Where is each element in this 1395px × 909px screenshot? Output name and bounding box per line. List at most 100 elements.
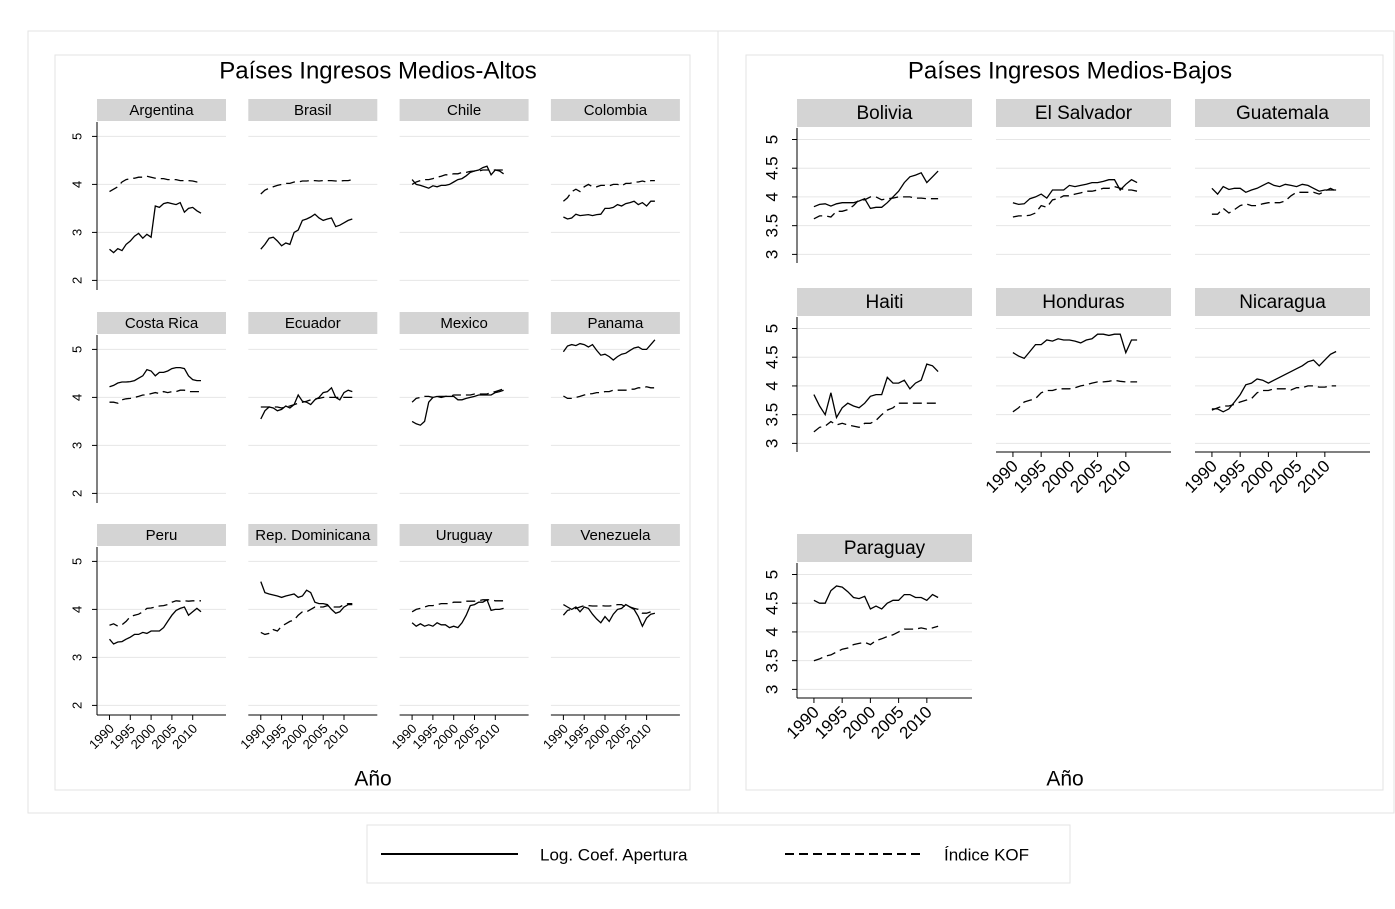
series-line [109,606,202,645]
y-tick-label: 2 [69,702,84,709]
y-tick-label: 5 [762,135,781,144]
series-line [562,339,656,361]
y-tick-label: 3 [762,439,781,448]
series-line [1012,178,1138,206]
y-tick-label: 4 [762,381,781,390]
series-line [109,600,201,627]
panel-title: Nicaragua [1239,292,1326,313]
panel-strip [996,99,1171,127]
series-line [260,386,353,420]
panel-title: Brasil [294,102,332,119]
panel-title: Panama [587,315,644,332]
series-line [1012,333,1138,360]
y-tick-label: 4 [762,627,781,636]
panel-strip [97,524,226,546]
y-tick-label: 4.5 [762,156,781,180]
series-line [411,165,504,189]
panel-title: Costa Rica [125,315,199,332]
panel-strip [550,312,680,334]
y-tick-label: 5 [69,346,84,353]
series-line [411,599,504,613]
x-axis-label: Año [354,768,391,791]
series-line [813,402,939,433]
series-line [1211,181,1337,196]
y-tick-label: 3 [69,442,84,449]
series-line [562,179,655,202]
panel-title: Venezuela [580,527,651,544]
panel-strip [797,99,972,127]
series-line [563,200,655,220]
panel-strip [550,524,680,546]
series-line [260,581,353,614]
series-line [109,201,202,254]
right-outer-frame [717,30,1395,814]
panel-title: Chile [447,102,481,119]
series-line [109,389,201,404]
panel-title: Colombia [584,102,648,119]
left-inner-frame [54,54,691,791]
panel-strip [399,99,529,121]
series-line [1012,185,1138,218]
series-line [562,603,655,616]
legend-label: Índice KOF [944,845,1029,864]
y-tick-label: 5 [69,133,84,140]
panel-strip [248,524,378,546]
y-tick-label: 2 [69,277,84,284]
y-tick-label: 4 [762,192,781,201]
panel-strip [248,99,378,121]
series-line [563,603,656,628]
panel-strip [1195,288,1370,316]
panel-title: Honduras [1042,292,1124,313]
series-line [109,175,201,193]
y-tick-label: 4.5 [762,345,781,369]
y-tick-label: 4 [69,606,84,613]
series-line [411,389,504,426]
y-tick-label: 3.5 [762,403,781,427]
y-tick-label: 2 [69,490,84,497]
series-line [813,585,939,610]
panel-strip [1195,99,1370,127]
panel-strip [797,534,972,562]
y-tick-label: 3 [69,654,84,661]
panel-strip [248,312,378,334]
series-line [260,178,353,195]
panel-title: Paraguay [844,538,926,559]
panel-title: Haiti [865,292,903,313]
y-tick-label: 5 [762,324,781,333]
series-line [1211,187,1337,215]
panel-title: Argentina [129,102,194,119]
panel-strip [97,312,226,334]
y-tick-label: 3 [762,685,781,694]
y-tick-label: 5 [762,570,781,579]
y-tick-label: 4 [69,394,84,401]
series-line [813,363,939,420]
x-axis-label: Año [1046,768,1083,791]
series-line [813,625,939,662]
panel-strip [550,99,680,121]
y-tick-label: 3 [762,250,781,259]
series-line [563,386,655,400]
series-line [109,366,201,388]
panel-title: El Salvador [1035,103,1133,124]
panel-strip [97,99,226,121]
series-line [260,213,353,250]
series-line [813,196,939,220]
series-line [1211,385,1337,411]
y-tick-label: 4.5 [762,591,781,615]
panel-title: Peru [146,527,178,544]
panel-title: Bolivia [857,103,913,124]
series-line [411,388,504,403]
y-tick-label: 4 [69,181,84,188]
panel-strip [399,312,529,334]
panel-strip [399,524,529,546]
panel-title: Rep. Dominicana [255,527,371,544]
series-line [411,169,504,185]
y-tick-label: 3.5 [762,214,781,238]
y-tick-label: 3.5 [762,649,781,673]
chart-title: Países Ingresos Medios-Bajos [908,57,1232,84]
legend-box [366,824,1071,884]
series-line [260,396,353,409]
panel-title: Ecuador [285,315,341,332]
